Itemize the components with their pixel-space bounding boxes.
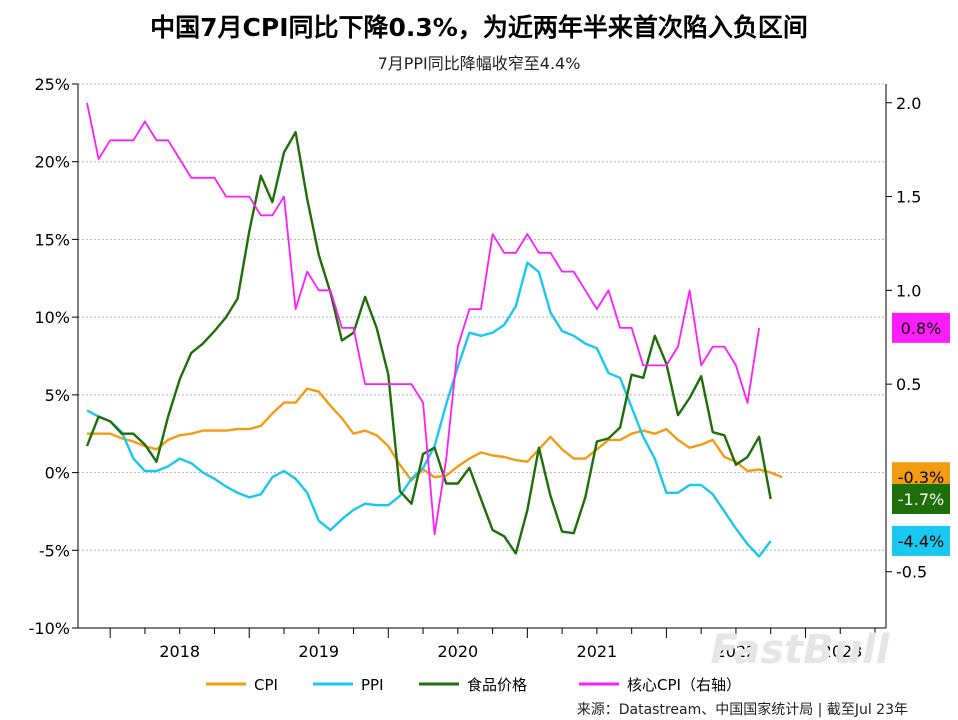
end-label: 0.8% bbox=[892, 312, 950, 343]
y-left-tick-label: 20% bbox=[34, 153, 70, 172]
end-label-box bbox=[892, 525, 950, 556]
legend-label: CPI bbox=[254, 676, 278, 694]
gridlines bbox=[78, 83, 886, 551]
x-tick-label: 2018 bbox=[159, 642, 200, 661]
x-tick-label: 2020 bbox=[437, 642, 478, 661]
end-label-text: -1.7% bbox=[898, 490, 944, 509]
y-left-tick-label: -10% bbox=[29, 619, 70, 638]
y-left-tick-label: 5% bbox=[45, 386, 70, 405]
legend-label: PPI bbox=[361, 676, 384, 694]
watermark: FastBull bbox=[710, 627, 890, 673]
series-lines bbox=[85, 102, 783, 558]
y-left-tick-label: -5% bbox=[39, 541, 70, 560]
end-label-text: 0.8% bbox=[901, 319, 942, 338]
y-left-tick-label: 0% bbox=[45, 464, 70, 483]
end-label-text: -0.3% bbox=[898, 468, 944, 487]
y-left-tick-label: 10% bbox=[34, 308, 70, 327]
y-right-tick-label: 0.5 bbox=[896, 375, 921, 394]
y-right-tick-label: 1.0 bbox=[896, 281, 921, 300]
y-left-tick-label: 15% bbox=[34, 230, 70, 249]
series-line-PPI bbox=[86, 261, 772, 558]
legend-item: PPI bbox=[313, 676, 384, 694]
y-right-tick-label: 2.0 bbox=[896, 94, 921, 113]
legend-item: 食品价格 bbox=[419, 676, 527, 694]
series-line-食品价格 bbox=[85, 131, 772, 555]
x-tick-label: 2022 bbox=[716, 642, 757, 661]
chart-subtitle: 7月PPI同比降幅收窄至4.4% bbox=[377, 54, 581, 73]
x-tick-label: 2019 bbox=[298, 642, 339, 661]
y-left-tick-label: 25% bbox=[34, 75, 70, 94]
x-tick-label: 2021 bbox=[577, 642, 618, 661]
y-right-tick-label: -0.5 bbox=[896, 563, 927, 582]
end-label-text: -4.4% bbox=[898, 532, 944, 551]
legend-item: 核心CPI（右轴） bbox=[579, 676, 741, 694]
end-label: -4.4% bbox=[892, 525, 950, 556]
chart-title: 中国7月CPI同比下降0.3%，为近两年半来首次陷入负区间 bbox=[150, 13, 808, 42]
end-labels: 0.8% -0.3% -1.7% -4.4% bbox=[892, 312, 950, 556]
source-note: 来源：Datastream、中国国家统计局 | 截至Jul 23年 bbox=[576, 702, 908, 718]
y-right-tick-label: 1.5 bbox=[896, 188, 921, 207]
end-label-box bbox=[892, 483, 950, 514]
axes: 25% 20% 15% 10% 5% 0% -5% -10% 2.0 1.5 1.0 0.5 -0.5 2… bbox=[29, 75, 928, 661]
series-line-CPI bbox=[87, 387, 783, 482]
x-tick-label: 2023 bbox=[822, 642, 863, 661]
end-label: -1.7% bbox=[892, 483, 950, 514]
legend: CPI PPI 食品价格 核心CPI（右轴） bbox=[206, 676, 741, 694]
series-line-核心CPI（右轴） bbox=[86, 102, 760, 536]
legend-label: 核心CPI（右轴） bbox=[627, 676, 741, 694]
legend-label: 食品价格 bbox=[467, 676, 527, 694]
legend-item: CPI bbox=[206, 676, 278, 694]
end-label-box bbox=[892, 312, 950, 343]
